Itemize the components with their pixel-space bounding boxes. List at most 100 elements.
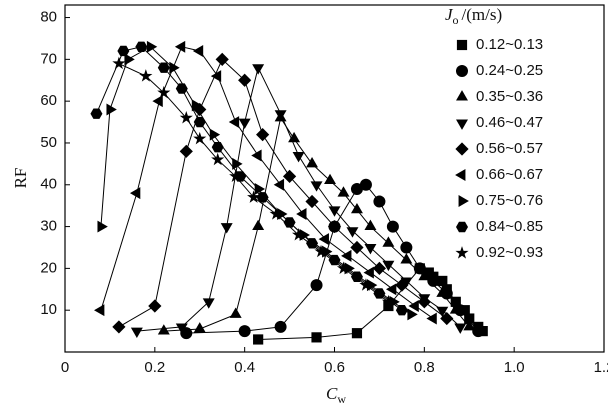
marker bbox=[400, 253, 413, 264]
marker bbox=[288, 131, 301, 143]
marker bbox=[175, 83, 188, 94]
marker bbox=[192, 45, 204, 57]
marker bbox=[350, 202, 363, 214]
legend-label: 0.12~0.13 bbox=[476, 36, 543, 53]
marker bbox=[106, 103, 117, 116]
marker bbox=[269, 207, 283, 220]
x-tick-label: 0.8 bbox=[414, 359, 435, 376]
legend-label: 0.46~0.47 bbox=[476, 114, 543, 131]
marker bbox=[395, 278, 409, 292]
marker bbox=[351, 328, 363, 339]
x-tick-label: 1.0 bbox=[504, 359, 525, 376]
marker bbox=[306, 238, 319, 249]
marker bbox=[130, 327, 143, 338]
marker bbox=[146, 40, 158, 53]
marker bbox=[232, 157, 243, 170]
marker bbox=[215, 52, 229, 66]
marker bbox=[282, 169, 297, 184]
marker bbox=[273, 178, 285, 191]
marker bbox=[389, 295, 400, 308]
marker bbox=[310, 279, 323, 292]
legend-label: 0.75~0.76 bbox=[476, 192, 543, 209]
marker bbox=[148, 299, 162, 313]
marker bbox=[256, 128, 270, 142]
marker bbox=[296, 208, 307, 221]
marker bbox=[139, 69, 153, 82]
marker bbox=[238, 118, 251, 129]
marker bbox=[174, 40, 186, 53]
marker bbox=[238, 325, 251, 338]
marker bbox=[112, 56, 126, 70]
marker bbox=[449, 303, 462, 314]
marker bbox=[463, 320, 476, 331]
marker bbox=[220, 223, 233, 234]
marker bbox=[327, 219, 342, 234]
marker bbox=[211, 152, 225, 166]
marker bbox=[157, 85, 171, 99]
marker bbox=[417, 295, 431, 309]
marker bbox=[210, 70, 222, 83]
legend-marker bbox=[456, 90, 468, 101]
marker bbox=[359, 278, 373, 291]
marker bbox=[413, 262, 426, 275]
marker bbox=[350, 271, 363, 282]
marker bbox=[256, 192, 269, 203]
legend-label: 0.56~0.57 bbox=[476, 140, 543, 157]
marker bbox=[427, 274, 440, 287]
marker bbox=[337, 186, 350, 197]
legend-label: 0.66~0.67 bbox=[476, 166, 543, 183]
marker bbox=[373, 195, 386, 208]
x-tick-label: 0 bbox=[61, 359, 69, 376]
marker bbox=[350, 182, 363, 195]
x-label-symbol: C bbox=[326, 384, 338, 403]
marker bbox=[328, 206, 341, 217]
marker bbox=[400, 241, 413, 254]
legend-title: Jo/(m/s) bbox=[445, 5, 502, 27]
marker bbox=[363, 266, 374, 279]
marker bbox=[382, 236, 395, 247]
marker bbox=[97, 220, 108, 233]
y-tick-label: 60 bbox=[40, 92, 57, 109]
marker bbox=[372, 261, 387, 275]
y-tick-label: 70 bbox=[40, 50, 57, 67]
legend-marker bbox=[455, 246, 469, 259]
marker bbox=[211, 141, 224, 153]
marker bbox=[157, 62, 170, 73]
marker bbox=[336, 261, 351, 274]
legend-marker bbox=[458, 195, 469, 207]
marker bbox=[418, 269, 431, 281]
marker bbox=[274, 320, 287, 333]
marker bbox=[324, 173, 336, 185]
series-line bbox=[258, 267, 484, 340]
marker bbox=[175, 323, 188, 334]
marker bbox=[350, 240, 364, 255]
x-label-subscript: w bbox=[337, 392, 346, 406]
marker bbox=[252, 64, 265, 75]
marker bbox=[408, 300, 419, 312]
series-line bbox=[100, 46, 434, 319]
marker bbox=[247, 190, 261, 203]
marker bbox=[252, 219, 265, 231]
marker bbox=[386, 220, 399, 233]
marker bbox=[426, 312, 437, 325]
marker bbox=[193, 116, 206, 128]
legend-marker bbox=[456, 119, 468, 130]
marker bbox=[193, 322, 206, 333]
series-line bbox=[118, 63, 389, 303]
legend-marker bbox=[456, 65, 468, 77]
legend-label: 0.24~0.25 bbox=[476, 62, 543, 79]
x-tick-label: 0.2 bbox=[144, 359, 165, 376]
marker bbox=[395, 304, 408, 316]
legend-label: 0.35~0.36 bbox=[476, 88, 543, 105]
marker bbox=[436, 306, 449, 318]
legend-marker bbox=[456, 39, 468, 51]
marker bbox=[440, 311, 454, 326]
y-axis-label: RF bbox=[11, 168, 30, 189]
marker bbox=[341, 249, 352, 262]
marker bbox=[202, 298, 215, 309]
legend-label: 0.84~0.85 bbox=[476, 218, 543, 235]
marker bbox=[157, 324, 170, 335]
marker bbox=[169, 61, 180, 74]
marker bbox=[318, 233, 329, 246]
